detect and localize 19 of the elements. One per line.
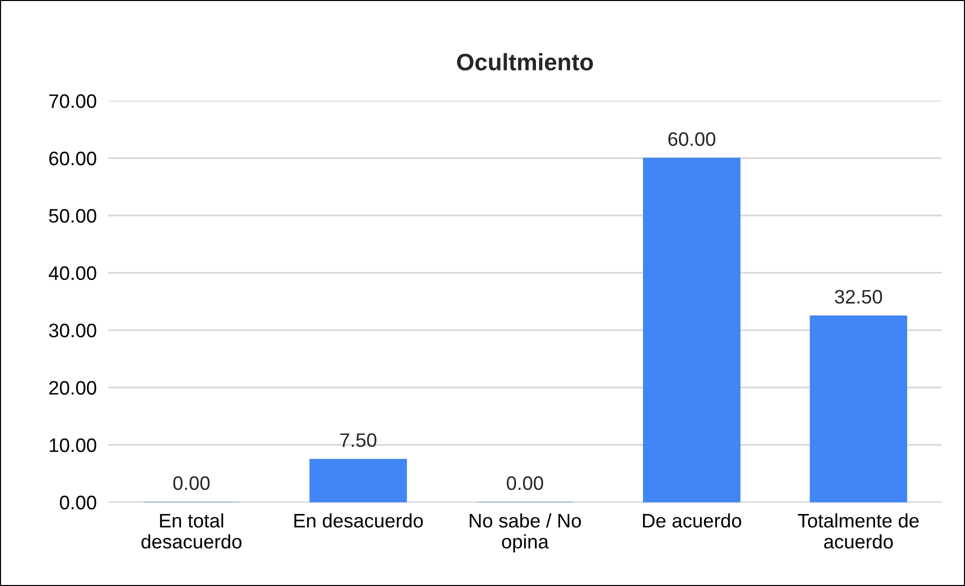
y-tick-label: 0.00 [60,496,96,510]
y-tick-label: 40.00 [48,266,96,280]
data-label: 0.00 [173,476,210,490]
x-tick-label: No sabe / No opina [470,513,581,552]
y-tick-label: 10.00 [50,438,96,452]
y-tick-label: 70.00 [49,94,96,108]
y-tick-label: 30.00 [49,324,96,338]
x-tick-label: En total desacuerdo [141,513,242,549]
y-tick-label: 20.00 [49,380,96,395]
y-tick-label: 50.00 [49,208,96,223]
x-tick-label: Totalmente de acuerdo [798,513,919,549]
y-tick-label: 60.00 [49,152,96,166]
data-label: 32.50 [834,290,882,304]
x-tick-label: De acuerdo [643,513,742,528]
chart-title: Ocultmiento [457,53,593,70]
data-label: 60.00 [668,132,716,146]
data-label: 0.00 [506,476,544,490]
x-tick-label: En desacuerdo [294,513,423,528]
data-label: 7.50 [340,433,376,448]
